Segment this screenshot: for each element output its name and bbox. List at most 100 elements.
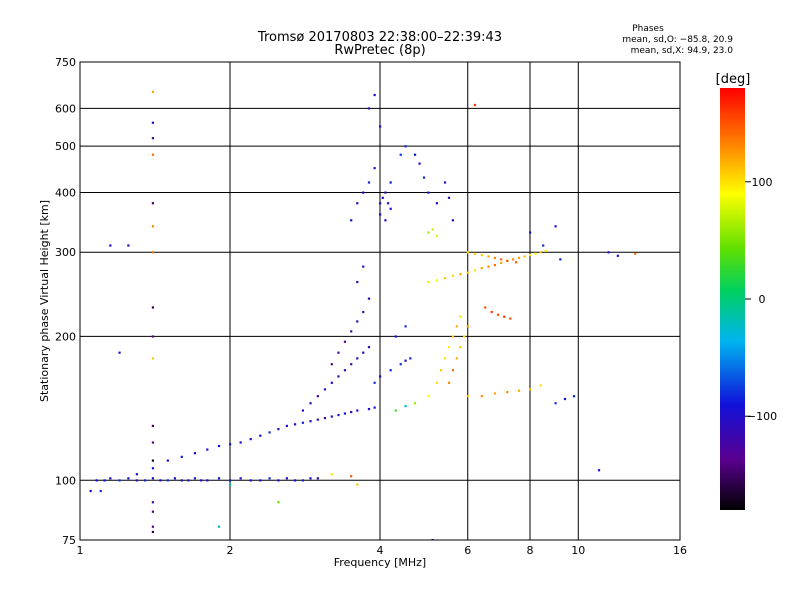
phase-stats-o: mean, sd,O: −85.8, 20.9 — [622, 35, 733, 45]
data-point — [159, 479, 162, 482]
data-point — [180, 479, 183, 482]
data-point — [480, 267, 483, 270]
data-point — [330, 381, 333, 384]
data-point — [427, 395, 430, 398]
data-point — [193, 477, 197, 480]
x-tick-label: 1 — [77, 544, 84, 557]
x-tick-label: 2 — [227, 544, 234, 557]
data-point — [217, 477, 221, 480]
data-point — [404, 145, 407, 148]
data-point — [463, 335, 466, 338]
data-point — [259, 434, 262, 437]
data-point — [239, 477, 242, 480]
data-point — [337, 351, 340, 354]
data-point — [554, 225, 557, 228]
data-point — [409, 357, 412, 360]
data-point — [173, 477, 177, 480]
data-point — [206, 448, 209, 451]
data-point — [379, 125, 382, 128]
data-point — [373, 381, 376, 384]
data-point — [484, 306, 487, 309]
data-point — [389, 369, 392, 372]
data-point — [493, 256, 497, 260]
data-point — [309, 402, 312, 405]
data-point — [143, 479, 147, 482]
data-point — [356, 409, 359, 412]
data-point — [459, 273, 462, 276]
data-point — [490, 310, 493, 314]
data-point — [404, 405, 407, 408]
data-point — [337, 413, 340, 417]
data-point — [493, 264, 497, 267]
data-point — [229, 483, 232, 486]
data-point — [443, 181, 447, 184]
data-point — [379, 202, 382, 205]
data-point — [239, 441, 242, 444]
data-point — [529, 254, 532, 257]
data-point — [455, 325, 458, 328]
data-point — [367, 107, 371, 110]
data-point — [309, 420, 312, 423]
colorbar-tick-label: −100 — [747, 410, 777, 423]
data-point — [413, 153, 417, 156]
data-point — [384, 219, 387, 222]
data-point — [277, 428, 280, 431]
x-tick-label: 4 — [377, 544, 384, 557]
data-point — [356, 483, 359, 486]
data-point — [135, 479, 138, 482]
data-point — [330, 363, 333, 366]
y-tick-label: 600 — [55, 102, 76, 115]
data-point — [259, 479, 262, 482]
y-tick-label: 200 — [55, 330, 76, 343]
data-point — [367, 297, 371, 300]
data-point — [443, 357, 447, 360]
data-point — [362, 265, 365, 268]
data-point — [607, 251, 610, 254]
data-point — [487, 255, 490, 258]
data-point — [435, 381, 438, 384]
data-point — [151, 153, 155, 156]
data-points — [89, 90, 637, 540]
data-point — [316, 477, 319, 480]
data-point — [506, 390, 509, 394]
data-point — [249, 437, 252, 441]
data-point — [506, 259, 509, 262]
data-point — [539, 251, 542, 254]
plot-frame — [79, 61, 681, 541]
colorbar-label: [deg] — [716, 72, 751, 87]
phase-stats: Phases mean, sd,O: −85.8, 20.9 mean, sd,… — [622, 24, 733, 56]
y-axis-ticks: 75 100 200 300 400 500 600 750 — [55, 56, 76, 547]
data-point — [95, 479, 98, 482]
data-point — [427, 280, 430, 284]
data-point — [435, 234, 438, 237]
x-axis-label: Frequency [MHz] — [334, 556, 426, 569]
data-point — [572, 395, 576, 398]
colorbar-gradient — [720, 88, 745, 510]
data-point — [309, 477, 312, 480]
data-point — [534, 252, 537, 255]
data-point — [330, 473, 333, 476]
data-point — [285, 477, 288, 480]
data-point — [350, 363, 353, 366]
data-point — [515, 261, 518, 264]
data-point — [384, 191, 387, 194]
grid-lines — [80, 62, 680, 540]
data-point — [466, 395, 469, 398]
data-point — [616, 254, 619, 257]
data-point — [151, 530, 155, 534]
data-point — [379, 213, 382, 216]
data-point — [151, 501, 155, 504]
data-point — [466, 251, 469, 254]
data-point — [381, 196, 384, 199]
y-tick-label: 300 — [55, 246, 76, 259]
data-point — [394, 409, 397, 412]
data-point — [373, 93, 376, 97]
data-point — [496, 313, 500, 316]
data-point — [451, 274, 455, 277]
phase-stats-title: Phases — [632, 24, 664, 34]
data-point — [487, 265, 490, 268]
chart-title: Tromsø 20170803 22:38:00–22:39:43 — [257, 30, 502, 45]
data-point — [435, 202, 438, 205]
data-point — [301, 409, 305, 412]
